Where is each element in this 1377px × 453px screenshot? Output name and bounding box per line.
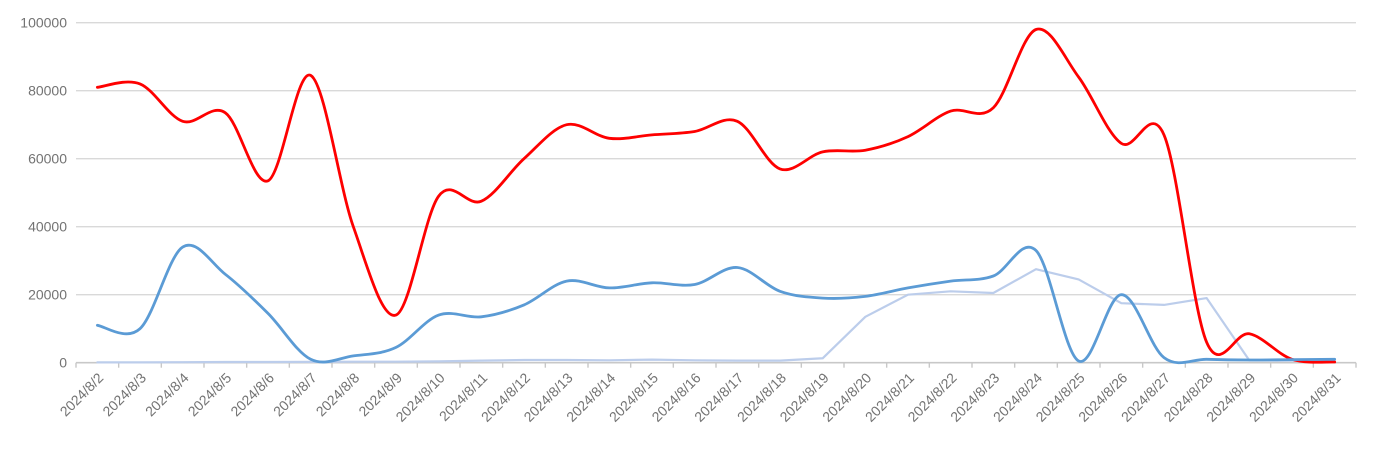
y-gridlines	[76, 22, 1356, 296]
series-blue-line	[95, 243, 1337, 365]
data-series	[95, 27, 1337, 365]
y-tick-label: 20000	[28, 287, 67, 303]
series-red-line	[95, 27, 1337, 364]
x-axis-labels: 2024/8/22024/8/32024/8/42024/8/52024/8/6…	[57, 369, 1344, 425]
x-tick-label: 2024/8/6	[227, 369, 277, 419]
x-axis	[75, 361, 1357, 368]
y-tick-label: 60000	[28, 151, 67, 167]
x-tick-label: 2024/8/2	[57, 369, 107, 419]
y-tick-label: 0	[59, 355, 67, 371]
y-tick-label: 100000	[20, 15, 67, 31]
x-tick-label: 2024/8/8	[313, 369, 363, 419]
y-tick-label: 40000	[28, 219, 67, 235]
x-tick-label: 2024/8/7	[270, 369, 320, 419]
x-tick-label: 2024/8/5	[185, 369, 235, 419]
series-lightblue-line	[96, 268, 1336, 364]
y-tick-label: 80000	[28, 83, 67, 99]
y-axis-labels: 0 20000 40000 60000 80000 100000	[20, 15, 67, 371]
x-tick-label: 2024/8/4	[142, 369, 192, 419]
x-tick-label: 2024/8/3	[99, 369, 149, 419]
